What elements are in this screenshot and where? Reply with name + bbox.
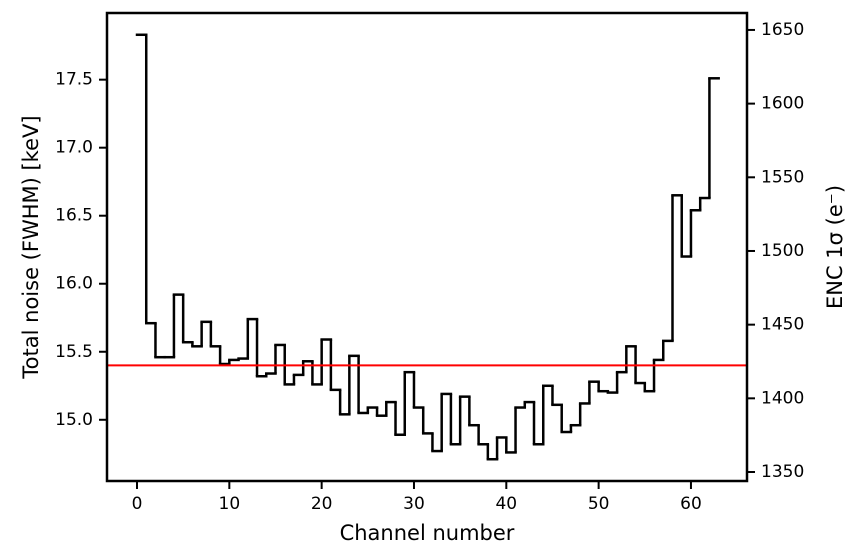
y2-tick-label: 1600 [761,94,804,114]
y2-tick-label: 1400 [761,388,804,408]
y2-tick-label: 1350 [761,462,804,482]
y2-tick-label: 1650 [761,20,804,40]
y-axis-label: Total noise (FWHM) [keV] [19,115,43,379]
y2-tick-label: 1550 [761,167,804,187]
y-tick-label: 16.0 [55,274,93,294]
y-tick-label: 17.0 [55,138,93,158]
y-tick-label: 15.0 [55,410,93,430]
x-tick-label: 60 [680,494,702,514]
y-tick-label: 16.5 [55,206,93,226]
x-tick-label: 40 [495,494,517,514]
x-tick-label: 20 [311,494,333,514]
y2-tick-label: 1450 [761,315,804,335]
y-tick-label: 17.5 [55,70,93,90]
x-tick-label: 50 [588,494,610,514]
x-tick-label: 10 [219,494,241,514]
y2-tick-label: 1500 [761,241,804,261]
x-tick-label: 0 [132,494,143,514]
x-tick-label: 30 [403,494,425,514]
plot-frame [105,11,749,483]
x-axis-label: Channel number [340,521,515,545]
y-tick-label: 15.5 [55,342,93,362]
y2-axis-label: ENC 1σ (e⁻) [823,185,847,309]
